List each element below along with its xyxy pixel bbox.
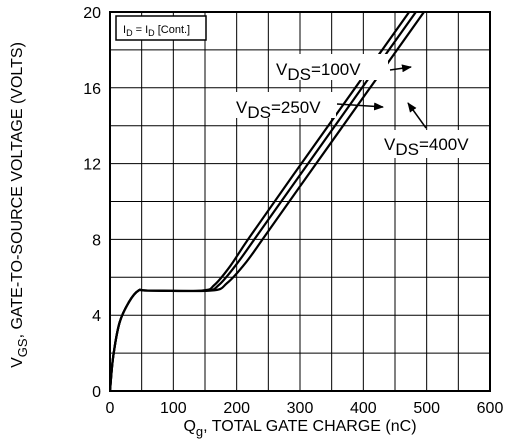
y-tick-label: 4 bbox=[92, 308, 101, 325]
series-label-100v-main: V bbox=[276, 60, 288, 79]
condition-sub2: D bbox=[148, 28, 155, 38]
y-axis-title-sub: GS bbox=[15, 338, 30, 357]
condition-sub1: D bbox=[126, 28, 133, 38]
plot-frame bbox=[109, 11, 491, 392]
x-tick-label: 100 bbox=[160, 400, 187, 417]
y-tick-label: 20 bbox=[83, 5, 101, 22]
y-axis-title-rest: , GATE-TO-SOURCE VOLTAGE (VOLTS) bbox=[9, 42, 26, 338]
x-tick-label: 400 bbox=[350, 400, 377, 417]
series-label-250v-rest: =250V bbox=[271, 98, 321, 117]
condition-box-text: ID = ID [Cont.] bbox=[123, 24, 190, 38]
ticks: 0 100 200 300 400 500 600 0 4 8 12 16 20 bbox=[83, 5, 503, 417]
y-tick-label: 16 bbox=[83, 81, 101, 98]
series-label-400v-rest: =400V bbox=[419, 135, 469, 154]
series-label-400v-sub: DS bbox=[395, 140, 419, 159]
arrow-250v bbox=[336, 102, 384, 111]
x-axis-title: Qg, TOTAL GATE CHARGE (nC) bbox=[183, 418, 416, 439]
condition-i1: I bbox=[123, 24, 126, 36]
y-tick-label: 0 bbox=[92, 384, 101, 401]
x-tick-label: 500 bbox=[413, 400, 440, 417]
condition-rest: [Cont.] bbox=[155, 24, 190, 36]
x-tick-label: 600 bbox=[477, 400, 504, 417]
condition-mid: = I bbox=[133, 24, 149, 36]
arrow-100v bbox=[389, 64, 412, 73]
series-label-250v-sub: DS bbox=[247, 103, 271, 122]
label-bg-100v bbox=[272, 54, 388, 80]
label-bg-400v bbox=[380, 130, 486, 158]
x-axis-title-sub: g bbox=[196, 424, 203, 439]
x-tick-label: 300 bbox=[287, 400, 314, 417]
series-label-250v-main: V bbox=[236, 98, 248, 117]
series-label-100v-rest: =100V bbox=[311, 60, 361, 79]
label-bg-250v bbox=[232, 92, 336, 118]
y-tick-label: 8 bbox=[92, 232, 101, 249]
arrow-400v bbox=[407, 102, 427, 129]
y-tick-label: 12 bbox=[83, 157, 101, 174]
y-axis-title: VGS, GATE-TO-SOURCE VOLTAGE (VOLTS) bbox=[9, 42, 30, 368]
condition-box bbox=[115, 15, 207, 41]
series-label-400v-main: V bbox=[384, 135, 396, 154]
series-label-400v: VDS=400V bbox=[384, 135, 469, 159]
series-label-250v: VDS=250V bbox=[236, 98, 321, 122]
series-line-2 bbox=[110, 12, 426, 391]
x-tick-label: 200 bbox=[223, 400, 250, 417]
x-axis-title-rest: , TOTAL GATE CHARGE (nC) bbox=[203, 418, 416, 435]
series-label-100v-sub: DS bbox=[287, 65, 311, 84]
x-tick-label: 0 bbox=[106, 400, 115, 417]
series-label-100v: VDS=100V bbox=[276, 60, 361, 84]
y-axis-title-main: V bbox=[9, 357, 26, 368]
x-axis-title-main: Q bbox=[183, 418, 195, 435]
